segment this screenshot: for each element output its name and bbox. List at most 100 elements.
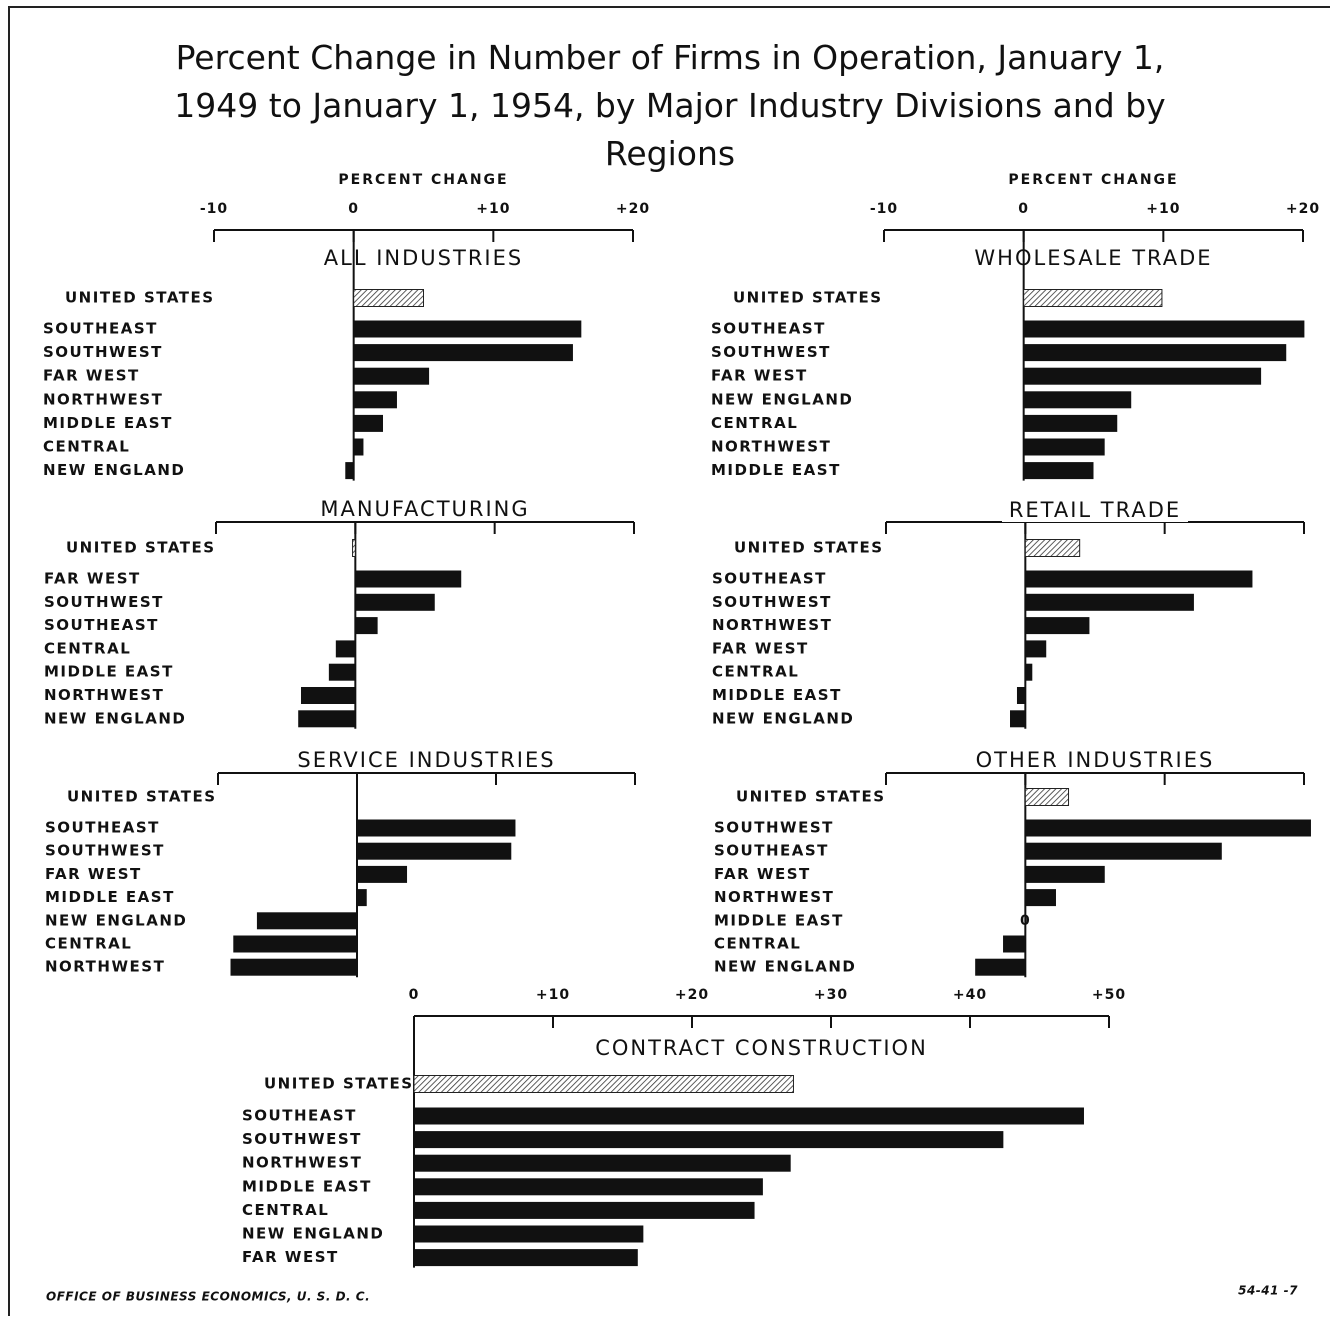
panel-title: SERVICE INDUSTRIES xyxy=(297,748,555,772)
bar xyxy=(414,1225,644,1243)
bar xyxy=(357,889,367,907)
bar xyxy=(975,958,1026,976)
bar xyxy=(353,289,424,307)
bar xyxy=(1023,289,1163,307)
category-label: NORTHWEST xyxy=(45,958,165,976)
title-backdrop xyxy=(316,246,531,270)
x-tick-label: +20 xyxy=(616,201,650,217)
bar xyxy=(233,935,357,953)
category-label: UNITED STATES xyxy=(264,1075,414,1093)
category-label: NORTHWEST xyxy=(711,438,831,456)
bar xyxy=(1010,710,1026,728)
category-label: CENTRAL xyxy=(714,935,801,953)
bar xyxy=(1023,367,1262,385)
x-tick-label: 0 xyxy=(348,201,359,217)
chart-title: Percent Change in Number of Firms in Ope… xyxy=(174,38,1166,173)
category-label: MIDDLE EAST xyxy=(712,686,842,704)
bar xyxy=(414,1178,763,1196)
bar xyxy=(1024,539,1081,557)
title-backdrop xyxy=(603,1036,920,1060)
bar xyxy=(355,617,378,635)
bar xyxy=(1025,593,1194,611)
bar xyxy=(1025,663,1033,681)
category-label: NEW ENGLAND xyxy=(242,1225,384,1243)
category-label: SOUTHWEST xyxy=(242,1130,362,1148)
bar xyxy=(1025,640,1047,658)
x-tick-label: +10 xyxy=(536,987,570,1003)
category-label: NEW ENGLAND xyxy=(714,958,856,976)
bar xyxy=(1023,438,1105,456)
bar xyxy=(353,320,582,338)
bar xyxy=(353,344,573,362)
bar xyxy=(345,462,354,480)
category-label: CENTRAL xyxy=(712,663,799,681)
bar xyxy=(1023,462,1094,480)
category-label: NORTHWEST xyxy=(44,686,164,704)
bar xyxy=(1023,414,1118,432)
category-label: SOUTHWEST xyxy=(44,593,164,611)
category-label: UNITED STATES xyxy=(67,788,217,806)
panel-title: CONTRACT CONSTRUCTION xyxy=(595,1036,928,1060)
category-label: FAR WEST xyxy=(43,367,140,385)
category-label: FAR WEST xyxy=(711,367,808,385)
category-label: NORTHWEST xyxy=(714,888,834,906)
category-label: FAR WEST xyxy=(44,570,141,588)
category-label: SOUTHEAST xyxy=(44,616,159,634)
category-label: SOUTHEAST xyxy=(43,320,158,338)
x-tick-label: -10 xyxy=(870,201,898,217)
bar xyxy=(1025,570,1253,588)
bar xyxy=(414,1249,638,1267)
category-label: FAR WEST xyxy=(712,639,809,657)
category-label: CENTRAL xyxy=(44,639,131,657)
bar xyxy=(355,593,435,611)
bar xyxy=(357,842,512,860)
panel-title: WHOLESALE TRADE xyxy=(974,246,1212,270)
frame xyxy=(8,6,1330,1316)
bar xyxy=(300,687,356,704)
x-tick-label: +10 xyxy=(476,201,510,217)
category-label: NEW ENGLAND xyxy=(44,709,186,727)
bar xyxy=(353,391,397,409)
bar xyxy=(1025,889,1056,907)
category-label: SOUTHWEST xyxy=(711,343,831,361)
bar xyxy=(1025,617,1090,635)
category-label: NEW ENGLAND xyxy=(43,461,185,479)
bar xyxy=(1024,788,1070,806)
x-tick-label: -10 xyxy=(200,201,228,217)
category-label: SOUTHWEST xyxy=(714,819,834,837)
category-label: UNITED STATES xyxy=(66,539,216,557)
bar xyxy=(256,912,357,930)
bar xyxy=(355,570,462,588)
category-label: NEW ENGLAND xyxy=(712,709,854,727)
bar xyxy=(1025,819,1311,837)
category-label: SOUTHEAST xyxy=(45,819,160,837)
category-label: MIDDLE EAST xyxy=(242,1177,372,1195)
category-label: NORTHWEST xyxy=(712,616,832,634)
bar xyxy=(357,865,408,883)
x-tick-label: +50 xyxy=(1092,987,1126,1003)
category-label: UNITED STATES xyxy=(733,289,883,307)
bar xyxy=(357,819,516,837)
source-note: OFFICE OF BUSINESS ECONOMICS, U. S. D. C… xyxy=(46,1290,370,1304)
panel-title: OTHER INDUSTRIES xyxy=(976,748,1215,772)
title-backdrop xyxy=(973,748,1217,772)
bar xyxy=(230,958,357,976)
title-backdrop xyxy=(1002,498,1188,522)
x-tick-label: 0 xyxy=(409,987,420,1003)
bar xyxy=(1025,865,1105,883)
category-label: MIDDLE EAST xyxy=(44,663,174,681)
category-label: SOUTHWEST xyxy=(45,842,165,860)
category-label: FAR WEST xyxy=(714,865,811,883)
bar xyxy=(414,1107,1084,1125)
axis-label: PERCENT CHANGE xyxy=(1008,172,1178,188)
title-backdrop xyxy=(978,246,1209,270)
bar xyxy=(414,1154,791,1172)
bar xyxy=(1016,687,1026,704)
category-label: NEW ENGLAND xyxy=(45,911,187,929)
category-label: SOUTHEAST xyxy=(711,320,826,338)
category-label: UNITED STATES xyxy=(736,788,886,806)
category-label: SOUTHEAST xyxy=(714,842,829,860)
bar xyxy=(414,1201,755,1219)
